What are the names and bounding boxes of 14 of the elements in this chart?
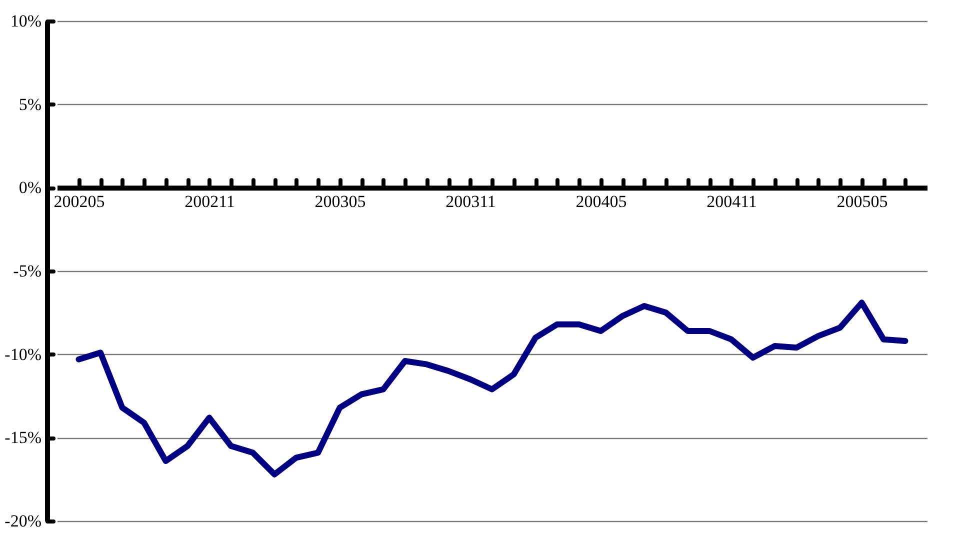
y-tick-label: -20%	[4, 512, 42, 530]
y-tick-label: -10%	[4, 344, 42, 364]
x-tick-label: 200311	[446, 192, 496, 212]
x-tick-label: 200405	[576, 192, 627, 212]
y-tick-label: -5%	[13, 262, 42, 280]
x-tick-label: 200305	[314, 192, 366, 212]
x-tick-label: 200205	[54, 192, 105, 212]
y-tick-label: 10%	[10, 12, 42, 30]
x-tick-label: 200411	[706, 192, 757, 212]
y-tick-label: -15%	[4, 428, 42, 448]
y-tick-label: 0%	[18, 178, 42, 198]
y-tick-label: 5%	[18, 94, 42, 114]
x-tick-label: 200211	[184, 192, 235, 212]
x-tick-label: 200505	[836, 192, 888, 212]
